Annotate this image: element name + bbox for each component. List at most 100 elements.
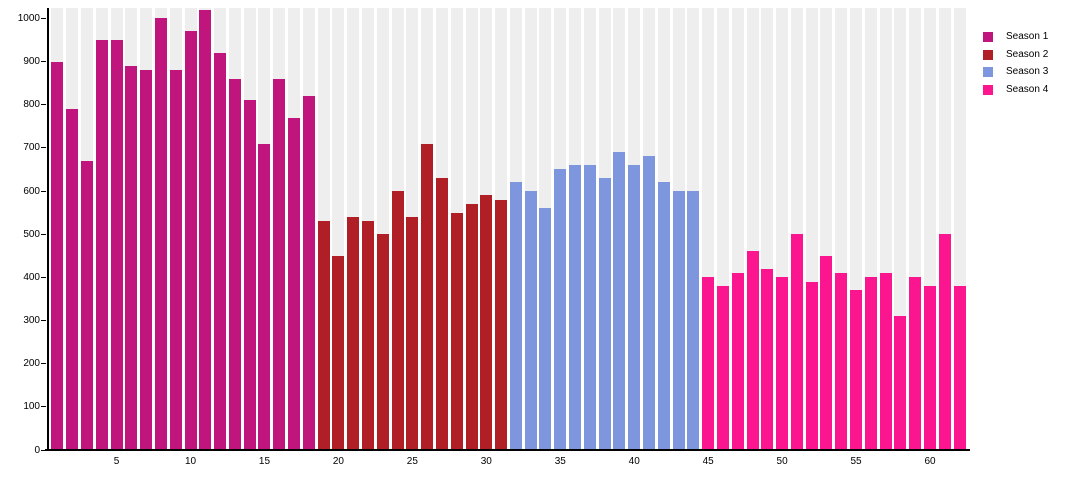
bar-slot — [671, 8, 686, 450]
bar-slot — [361, 8, 376, 450]
bar-season-4-x58 — [894, 316, 907, 450]
bar-slot — [168, 8, 183, 450]
bar-slot — [375, 8, 390, 450]
bar-season-1-x11 — [199, 9, 212, 450]
bar-season-3-x34 — [539, 208, 552, 450]
bar-season-1-x5 — [110, 39, 123, 450]
bar-season-1-x17 — [288, 117, 301, 450]
legend-swatch-icon — [983, 85, 993, 96]
y-tick-label: 600 — [23, 185, 40, 197]
bar-season-4-x56 — [864, 277, 877, 450]
bar-slot — [139, 8, 154, 450]
bar-season-4-x55 — [850, 290, 863, 450]
bar-season-4-x60 — [924, 285, 937, 450]
bar-slot — [952, 8, 967, 450]
legend-item: Season 4 — [983, 84, 1049, 96]
bar-slot — [863, 8, 878, 450]
bar-season-2-x25 — [406, 216, 419, 450]
bar-season-1-x3 — [80, 160, 93, 450]
legend: Season 1 Season 2 Season 3 Season 4 — [983, 32, 1048, 103]
bar-season-2-x22 — [361, 221, 374, 450]
bar-slot — [213, 8, 228, 450]
x-axis-line — [45, 449, 970, 452]
bar-slot — [908, 8, 923, 450]
bar-slot — [568, 8, 583, 450]
bar-season-3-x32 — [509, 182, 522, 450]
bar-season-3-x41 — [643, 156, 655, 450]
bar-slot — [405, 8, 420, 450]
y-tick-mark — [41, 276, 46, 278]
x-tick-label: 30 — [480, 456, 492, 467]
bar-season-2-x20 — [332, 255, 345, 450]
bar-season-1-x7 — [140, 70, 153, 450]
bar-slot — [893, 8, 908, 450]
bar-season-4-x54 — [835, 273, 848, 450]
y-tick-label: 200 — [23, 358, 40, 370]
legend-label: Season 3 — [1006, 66, 1049, 78]
bar-season-4-x53 — [820, 255, 833, 450]
y-tick-mark — [41, 147, 46, 149]
x-tick-label: 40 — [628, 456, 640, 467]
bar-season-3-x40 — [628, 165, 641, 450]
legend-item: Season 1 — [983, 32, 1048, 42]
y-tick-label: 400 — [23, 271, 40, 283]
bar-slot — [716, 8, 731, 450]
legend-label: Season 4 — [1006, 84, 1049, 96]
y-tick-mark — [41, 406, 46, 408]
bar-season-1-x10 — [184, 31, 197, 450]
bar-slot — [183, 8, 198, 450]
bar-season-1-x2 — [66, 109, 79, 450]
y-axis-line — [47, 8, 49, 451]
bar-slot — [790, 8, 805, 450]
bar-slot — [804, 8, 819, 450]
legend-label: Season 1 — [1006, 31, 1049, 42]
x-tick-label: 45 — [702, 456, 714, 467]
bar-season-4-x62 — [953, 285, 966, 450]
bar-slot — [65, 8, 80, 450]
bar-slot — [701, 8, 716, 450]
y-tick-label: 100 — [23, 401, 40, 413]
bar-season-1-x15 — [258, 143, 271, 450]
bar-season-1-x14 — [243, 100, 256, 450]
y-tick-mark — [41, 233, 46, 235]
bar-season-1-x13 — [228, 78, 241, 450]
bar-season-2-x19 — [317, 221, 330, 450]
bar-slot — [937, 8, 952, 450]
bar-slot — [878, 8, 893, 450]
legend-item: Season 3 — [983, 66, 1049, 78]
x-tick-label: 25 — [406, 456, 418, 467]
bar-season-1-x18 — [302, 96, 315, 450]
bar-slot — [80, 8, 95, 450]
bar-season-3-x39 — [613, 152, 626, 450]
bar-season-4-x59 — [909, 277, 922, 450]
bar-slot — [124, 8, 139, 450]
bar-season-2-x27 — [435, 178, 448, 450]
bar-season-1-x8 — [154, 18, 167, 450]
bar-slot — [656, 8, 671, 450]
bar-season-3-x42 — [657, 182, 670, 450]
legend-item: Season 2 — [983, 49, 1048, 60]
bar-season-1-x4 — [95, 39, 108, 450]
bar-slot — [464, 8, 479, 450]
plot-area — [50, 8, 967, 450]
bar-season-1-x1 — [51, 61, 64, 450]
bar-slot — [627, 8, 642, 450]
y-tick-mark — [41, 449, 46, 451]
bar-slot — [272, 8, 287, 450]
y-tick-label: 0 — [34, 444, 40, 456]
bar-slot — [316, 8, 331, 450]
bar-slot — [94, 8, 109, 450]
bar-season-4-x49 — [761, 268, 774, 450]
bar-slot — [494, 8, 509, 450]
y-tick-mark — [41, 363, 46, 365]
x-tick-label: 60 — [924, 456, 936, 467]
bar-season-2-x28 — [450, 212, 463, 450]
bar-season-4-x50 — [776, 277, 789, 450]
bar-season-3-x37 — [583, 165, 596, 450]
bar-slot — [819, 8, 834, 450]
bar-slot — [612, 8, 627, 450]
bar-slot — [109, 8, 124, 450]
bar-slot — [50, 8, 65, 450]
x-tick-label: 10 — [184, 456, 197, 467]
